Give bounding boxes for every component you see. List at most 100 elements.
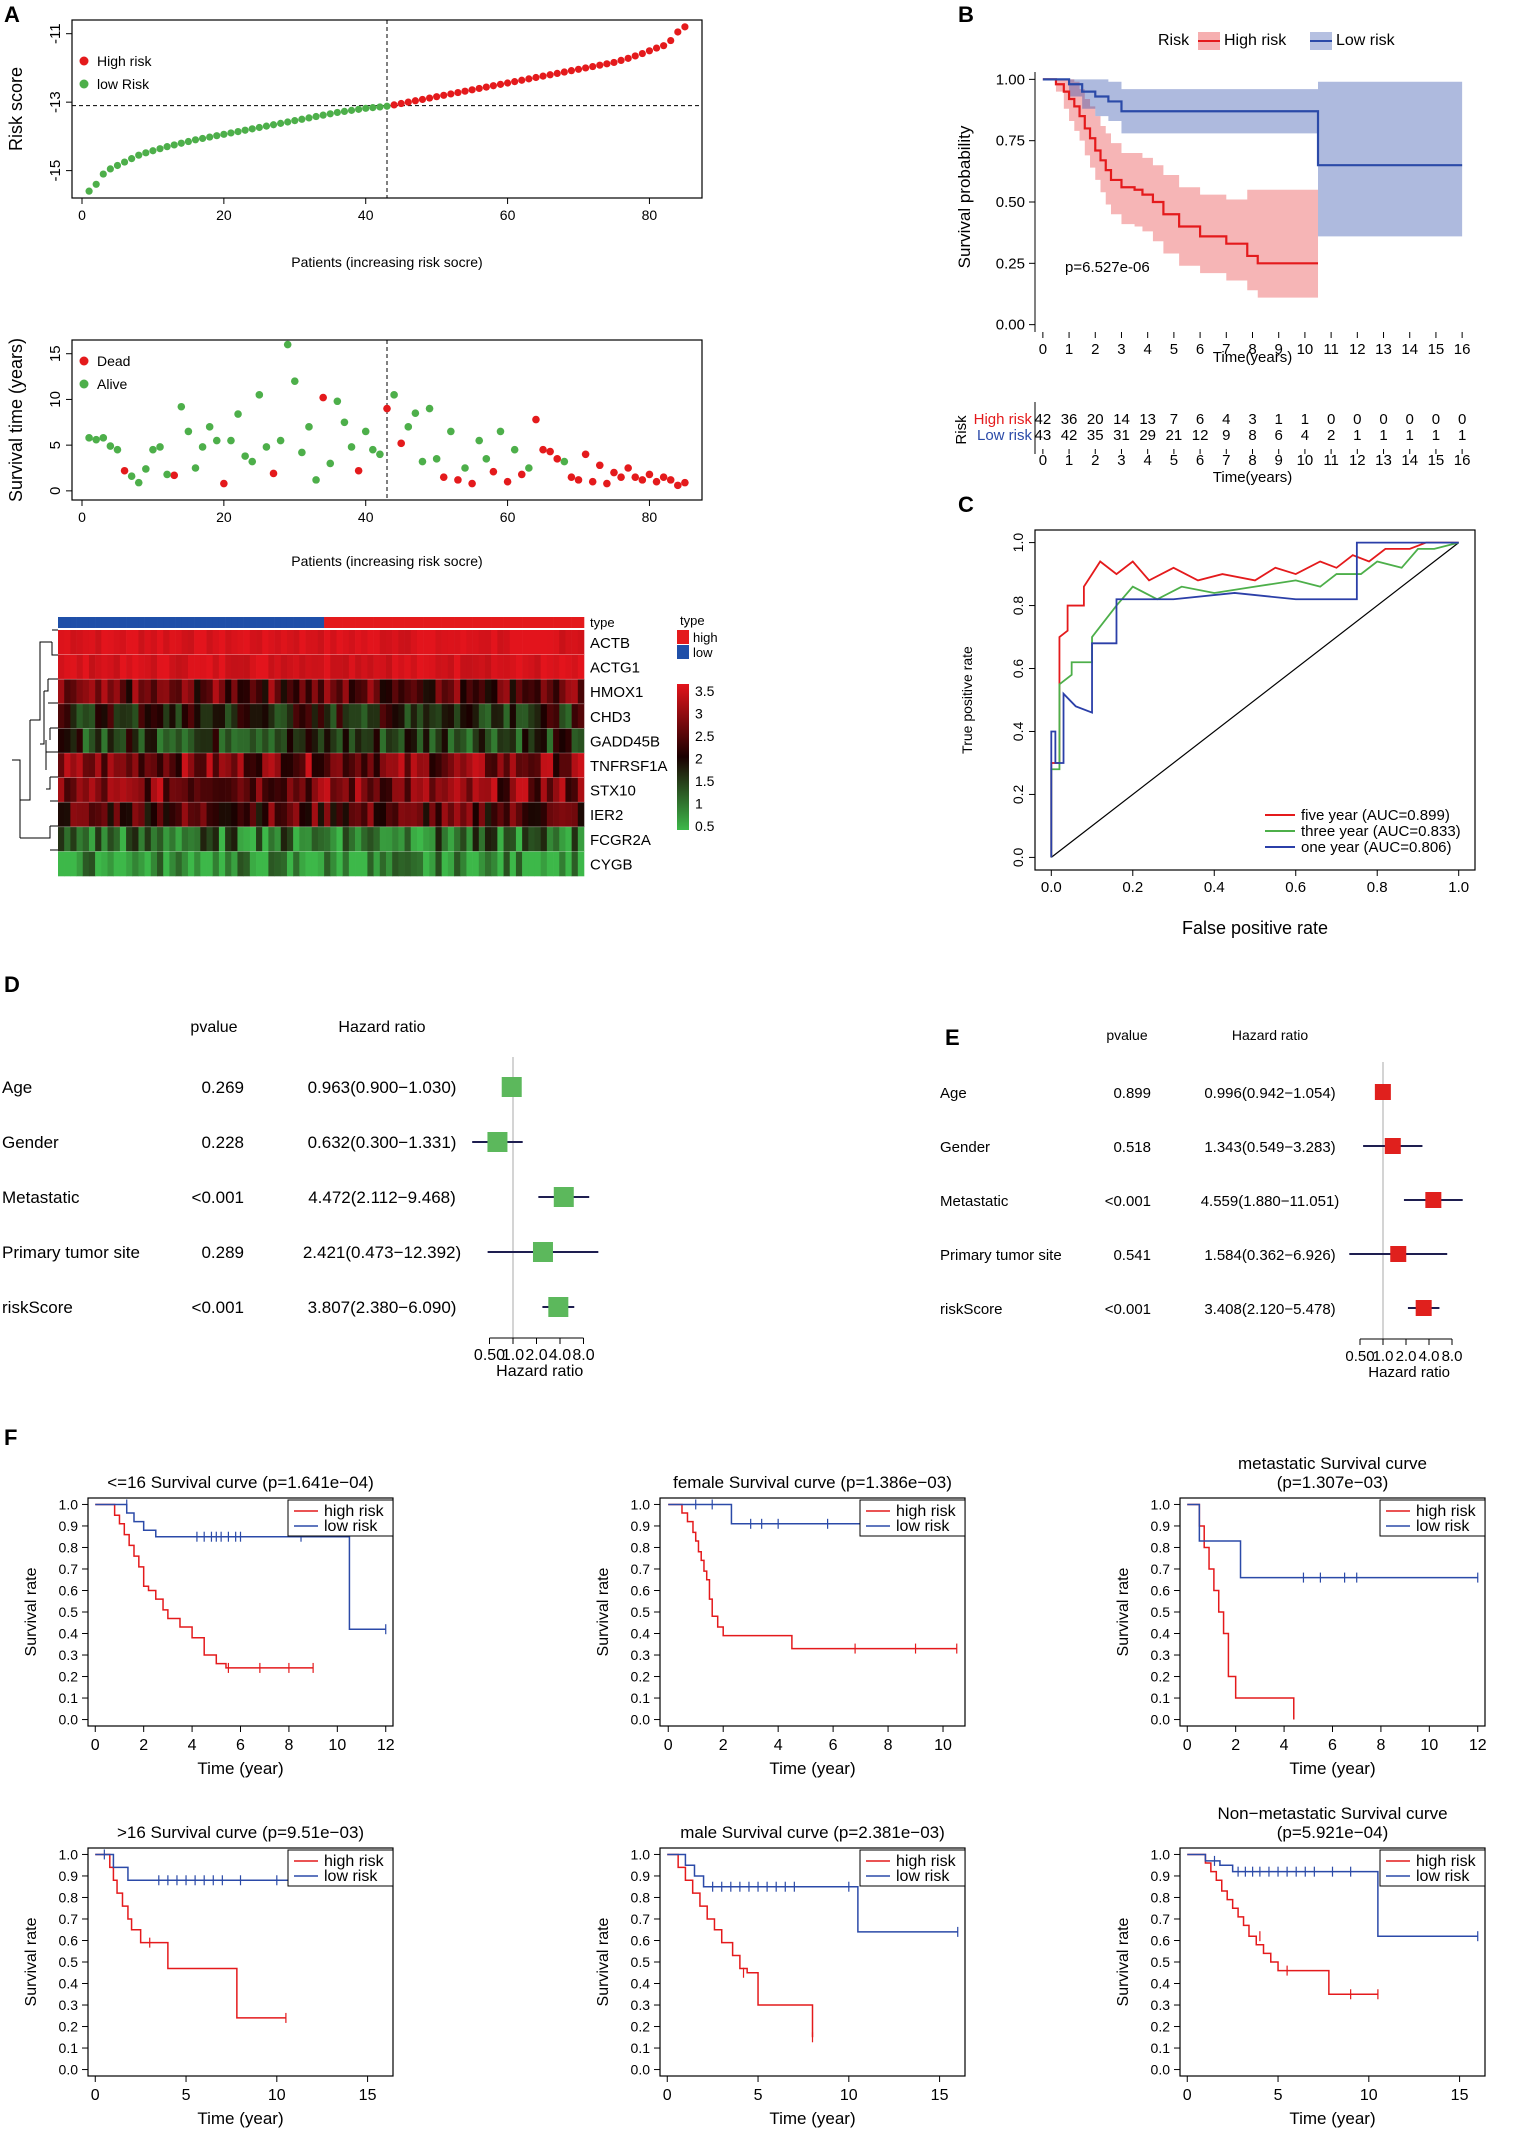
heatmap-cell bbox=[138, 630, 145, 655]
heatmap-type-cell bbox=[194, 617, 201, 628]
heatmap-cell bbox=[478, 703, 486, 729]
heatmap-cell bbox=[435, 728, 442, 754]
heatmap-type-cell bbox=[212, 617, 220, 628]
heatmap-cell bbox=[237, 851, 244, 877]
km-small-ylabel: Survival rate bbox=[23, 1567, 40, 1656]
panel-letter-d: D bbox=[4, 972, 20, 997]
heatmap-cell bbox=[528, 654, 535, 680]
heatmap-cell bbox=[58, 753, 65, 778]
km-small-legend-label: low risk bbox=[324, 1518, 378, 1535]
heatmap-cell bbox=[404, 826, 412, 852]
risk-score-legend-label: High risk bbox=[97, 53, 152, 69]
heatmap-cell bbox=[218, 703, 226, 729]
heatmap-cell bbox=[175, 728, 183, 754]
heatmap-cell bbox=[336, 630, 343, 655]
heatmap-cell bbox=[194, 851, 201, 877]
heatmap-cell bbox=[274, 753, 282, 778]
km-small-ytick-label: 1.0 bbox=[631, 1846, 651, 1862]
heatmap-cell bbox=[336, 728, 343, 754]
heatmap-cell bbox=[478, 630, 486, 655]
heatmap-cell bbox=[324, 753, 331, 778]
risk-table-xtick-label: 13 bbox=[1375, 452, 1392, 469]
survival-time-point bbox=[546, 447, 554, 456]
heatmap-cell bbox=[466, 777, 473, 803]
risk-table-value: 35 bbox=[1087, 427, 1104, 444]
forest-hr-marker bbox=[532, 1242, 553, 1262]
heatmap-cell bbox=[305, 826, 313, 852]
heatmap-cell bbox=[144, 654, 152, 680]
heatmap-cell bbox=[509, 826, 517, 852]
heatmap-type-cell bbox=[317, 617, 325, 628]
risk-table-value: 2 bbox=[1327, 427, 1335, 444]
heatmap-cell bbox=[157, 753, 164, 778]
km-small-title: (p=1.307e−03) bbox=[1277, 1473, 1389, 1492]
risk-score-point bbox=[660, 42, 668, 50]
heatmap-cell bbox=[132, 728, 139, 754]
km-ytick-label: 1.00 bbox=[996, 71, 1025, 88]
heatmap-cell bbox=[200, 851, 207, 877]
heatmap-cell bbox=[355, 826, 362, 852]
heatmap-cell bbox=[553, 679, 560, 705]
heatmap-cell bbox=[484, 703, 492, 729]
risk-score-point bbox=[482, 83, 490, 91]
km-small-legend-box bbox=[287, 1499, 394, 1537]
heatmap-cell bbox=[497, 728, 504, 754]
heatmap-cell bbox=[119, 703, 127, 729]
risk-score-point bbox=[631, 52, 639, 60]
heatmap-cell bbox=[361, 728, 368, 754]
heatmap-cell bbox=[150, 630, 158, 655]
heatmap-cell bbox=[515, 630, 523, 655]
heatmap-cell bbox=[367, 703, 374, 729]
survival-time-point bbox=[92, 435, 100, 444]
heatmap-cell bbox=[268, 679, 275, 705]
risk-score-xtick-label: 20 bbox=[216, 207, 232, 223]
heatmap-cell bbox=[534, 728, 541, 754]
heatmap-cell bbox=[70, 654, 77, 680]
risk-score-point bbox=[128, 155, 136, 163]
heatmap-cell bbox=[268, 703, 275, 729]
roc-xtick-label: 0.0 bbox=[1041, 879, 1062, 896]
heatmap-cell bbox=[132, 826, 139, 852]
heatmap-cell bbox=[144, 728, 152, 754]
risk-table-value: 6 bbox=[1196, 411, 1204, 428]
forest-row-hr: 4.472(2.112−9.468) bbox=[308, 1188, 456, 1207]
heatmap-cell bbox=[522, 728, 529, 754]
heatmap-cell bbox=[546, 802, 554, 828]
heatmap-cell bbox=[274, 679, 282, 705]
heatmap-cell bbox=[553, 630, 560, 655]
km-small-ylabel: Survival rate bbox=[1115, 1917, 1132, 2006]
heatmap-cell bbox=[361, 851, 368, 877]
heatmap-cell bbox=[212, 654, 220, 680]
risk-score-point bbox=[539, 72, 547, 80]
heatmap-cell bbox=[101, 826, 108, 852]
heatmap-type-cell bbox=[243, 617, 251, 628]
heatmap-type-cell bbox=[515, 617, 523, 628]
km-small-title: (p=5.921e−04) bbox=[1277, 1823, 1389, 1842]
risk-table-row-label: Low risk bbox=[977, 427, 1033, 444]
heatmap-cell bbox=[342, 703, 350, 729]
heatmap-cell bbox=[367, 728, 374, 754]
heatmap-cell bbox=[416, 802, 424, 828]
survival-time-point bbox=[482, 455, 491, 463]
forest-row-label: Gender bbox=[940, 1139, 990, 1156]
heatmap-cell bbox=[181, 777, 189, 803]
survival-time-point bbox=[241, 452, 249, 460]
forest-hr-marker bbox=[1425, 1192, 1442, 1208]
roc-legend-label: five year (AUC=0.899) bbox=[1301, 807, 1450, 824]
heatmap-cell bbox=[478, 826, 486, 852]
survival-time-point bbox=[610, 468, 618, 477]
heatmap-cell bbox=[311, 679, 319, 705]
km-small-xlabel: Time (year) bbox=[769, 1759, 855, 1778]
heatmap-cell bbox=[577, 802, 585, 828]
heatmap-cell bbox=[466, 728, 473, 754]
heatmap-cell bbox=[175, 654, 183, 680]
heatmap-cell bbox=[113, 654, 121, 680]
roc-xtick-label: 0.2 bbox=[1122, 879, 1143, 896]
survival-time-point bbox=[666, 476, 675, 484]
km-small-ytick-label: 0.1 bbox=[631, 2040, 651, 2056]
heatmap-cell bbox=[571, 753, 579, 778]
panel-letter-f: F bbox=[4, 1425, 17, 1450]
heatmap-cell bbox=[70, 728, 77, 754]
forest-axis-tick-label: 0.50 bbox=[474, 1347, 505, 1364]
heatmap-cell bbox=[454, 777, 461, 803]
